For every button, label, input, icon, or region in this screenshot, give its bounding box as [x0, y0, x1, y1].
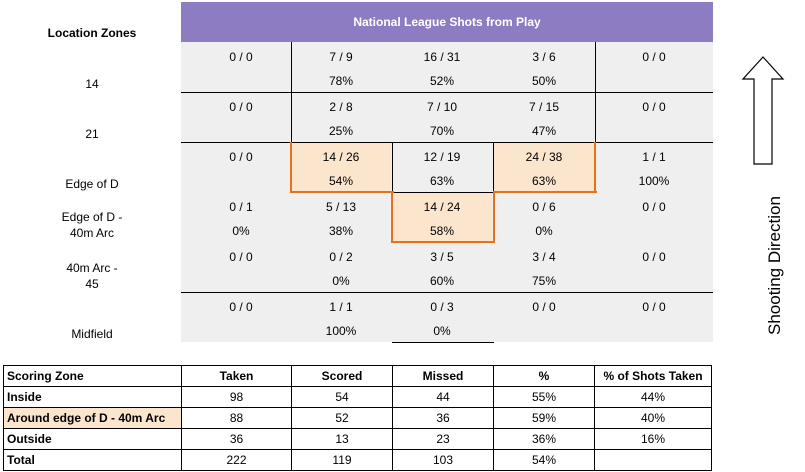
grid-cell: 0 / 0 — [229, 50, 253, 64]
table-cell: Total — [3, 449, 182, 471]
chart-title: National League Shots from Play — [181, 2, 713, 42]
table-cell: 54 — [291, 386, 393, 408]
grid-cell: 0 / 0 — [229, 300, 253, 314]
shooting-direction-label: Shooting Direction — [765, 196, 784, 335]
grid-cell: 2 / 8 25% — [328, 100, 354, 138]
pitch-line — [181, 142, 713, 143]
header-scored: Scored — [291, 365, 393, 387]
grid-cell: 0 / 2 0% — [329, 250, 353, 288]
grid-cell: 7 / 10 70% — [426, 100, 458, 138]
grid-cell: 0 / 6 0% — [532, 200, 556, 238]
table-cell: 222 — [181, 449, 292, 471]
table-cell: 36 — [392, 407, 494, 429]
grid-cell-highlighted: 14 / 24 58% — [392, 192, 492, 242]
grid-cell: 7 / 15 47% — [528, 100, 560, 138]
header-percent: % — [493, 365, 595, 387]
grid-cell: 0 / 0 — [642, 250, 666, 264]
table-row: Outside 36 13 23 36% 16% — [3, 428, 712, 450]
grid-cell: 0 / 0 — [642, 50, 666, 64]
table-cell: 119 — [291, 449, 393, 471]
grid-cell: 0 / 0 — [532, 300, 556, 314]
table-cell — [594, 449, 712, 471]
grid-cell: 0 / 0 — [229, 150, 253, 164]
arc-outline — [290, 191, 394, 193]
table-cell: 98 — [181, 386, 292, 408]
pitch-line — [181, 92, 713, 93]
pitch-line — [595, 42, 596, 142]
table-cell: 36 — [181, 428, 292, 450]
grid-cell: 0 / 1 0% — [229, 200, 253, 238]
grid-cell: 5 / 13 38% — [325, 200, 357, 238]
pitch-line — [392, 192, 494, 193]
grid-cell: 0 / 0 — [229, 250, 253, 264]
arc-outline — [594, 142, 596, 193]
grid-cell: 0 / 0 — [642, 300, 666, 314]
grid-cell-highlighted: 24 / 38 63% — [494, 142, 594, 192]
scoring-zone-table: Scoring Zone Taken Scored Missed % % of … — [3, 365, 712, 471]
table-cell: 54% — [493, 449, 595, 471]
grid-cell: 3 / 4 75% — [531, 250, 557, 288]
table-cell: 23 — [392, 428, 494, 450]
table-row: Total 222 119 103 54% — [3, 449, 712, 471]
table-row: Inside 98 54 44 55% 44% — [3, 386, 712, 408]
table-cell: 44 — [392, 386, 494, 408]
header-scoring-zone: Scoring Zone — [3, 365, 182, 387]
grid-cell: 7 / 9 78% — [328, 50, 354, 88]
grid-cell: 1 / 1 100% — [325, 300, 357, 338]
grid-cell: 1 / 1 100% — [638, 150, 670, 188]
pitch-line — [493, 142, 494, 192]
table-cell: 36% — [493, 428, 595, 450]
table-cell: 88 — [181, 407, 292, 429]
arc-outline — [391, 241, 495, 243]
grid-cell: 16 / 31 52% — [423, 50, 461, 88]
zone-label-40m-arc-45: 40m Arc - 45 — [66, 261, 118, 291]
header-taken: Taken — [181, 365, 292, 387]
table-cell: 59% — [493, 407, 595, 429]
location-zones-header: Location Zones — [47, 26, 137, 40]
grid-cell-highlighted: 14 / 26 54% — [291, 142, 391, 192]
pitch-line — [392, 142, 393, 192]
table-cell: 40% — [594, 407, 712, 429]
zone-label-14: 14 — [85, 77, 99, 91]
arc-outline — [493, 191, 597, 193]
table-cell: 52 — [291, 407, 393, 429]
grid-cell: 3 / 5 60% — [429, 250, 455, 288]
arc-outline — [290, 142, 292, 193]
header-missed: Missed — [392, 365, 494, 387]
table-row: Around edge of D - 40m Arc 88 52 36 59% … — [3, 407, 712, 429]
zone-label-21: 21 — [85, 127, 99, 141]
shooting-direction-arrow-icon — [741, 56, 785, 165]
grid-cell: 0 / 0 — [229, 100, 253, 114]
table-cell: 103 — [392, 449, 494, 471]
grid-cell: 0 / 0 — [642, 100, 666, 114]
grid-cell: 3 / 6 50% — [531, 50, 557, 88]
zone-label-edge-of-d-40m-arc: Edge of D - 40m Arc — [61, 210, 123, 240]
table-cell: Around edge of D - 40m Arc — [3, 407, 182, 429]
grid-cell: 0 / 3 0% — [430, 300, 454, 338]
pitch-line — [392, 342, 494, 343]
arc-outline — [493, 191, 495, 243]
table-cell: 13 — [291, 428, 393, 450]
table-header-row: Scoring Zone Taken Scored Missed % % of … — [3, 365, 712, 387]
table-cell: Inside — [3, 386, 182, 408]
arc-outline — [391, 191, 393, 243]
grid-cell: 0 / 0 — [642, 200, 666, 214]
table-cell: 44% — [594, 386, 712, 408]
table-cell: 55% — [493, 386, 595, 408]
table-cell: 16% — [594, 428, 712, 450]
header-percent-shots-taken: % of Shots Taken — [594, 365, 712, 387]
pitch-line — [291, 42, 292, 142]
pitch-line — [181, 292, 713, 293]
grid-cell: 12 / 19 63% — [423, 150, 461, 188]
table-cell: Outside — [3, 428, 182, 450]
zone-label-midfield: Midfield — [71, 327, 113, 341]
zone-label-edge-of-d: Edge of D — [65, 177, 119, 191]
